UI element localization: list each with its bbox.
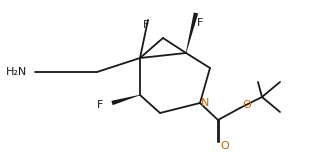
Text: O: O	[243, 100, 251, 110]
Text: F: F	[143, 20, 149, 30]
Polygon shape	[186, 12, 198, 53]
Text: F: F	[97, 100, 103, 110]
Polygon shape	[111, 95, 140, 105]
Text: N: N	[201, 98, 209, 108]
Text: O: O	[221, 141, 229, 151]
Text: F: F	[197, 18, 203, 28]
Text: H₂N: H₂N	[6, 67, 27, 77]
